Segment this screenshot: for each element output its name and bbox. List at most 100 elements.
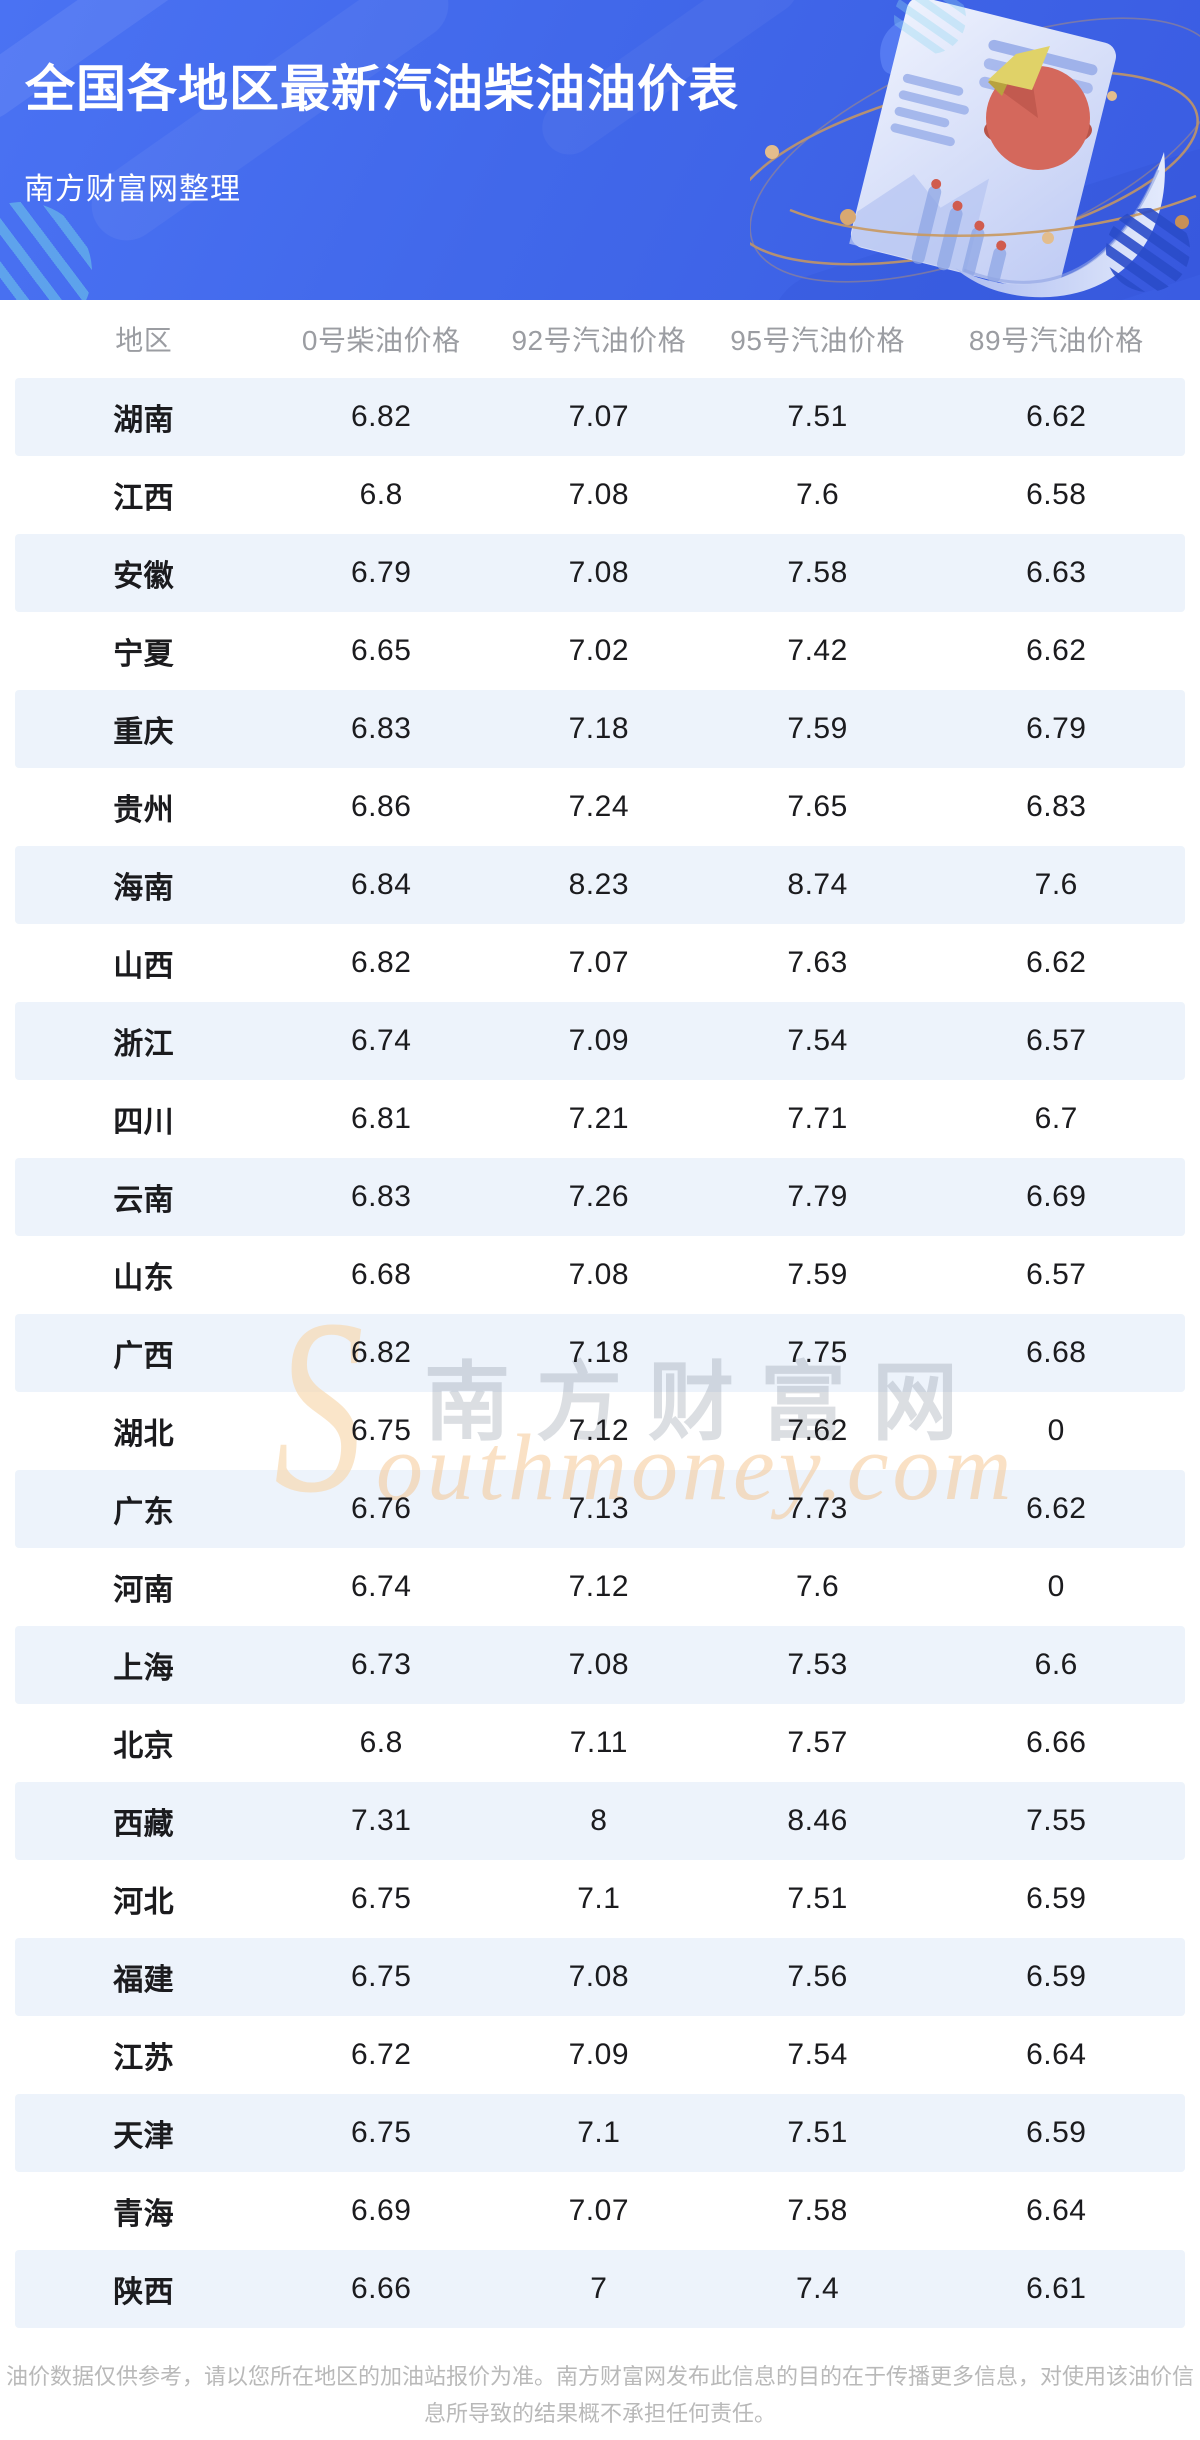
price-cell: 6.66 xyxy=(1026,1726,1087,1759)
table-row: 湖南 6.82 7.07 7.51 6.62 xyxy=(15,378,1185,456)
region-cell: 海南 xyxy=(113,872,175,905)
price-cell: 7.02 xyxy=(568,634,629,667)
price-cell: 7.07 xyxy=(568,400,629,433)
price-cell: 7.08 xyxy=(568,1648,629,1681)
price-cell: 6.79 xyxy=(1026,712,1087,745)
price-cell: 7.59 xyxy=(787,1258,848,1291)
table-row: 河南 6.74 7.12 7.6 0 xyxy=(15,1548,1185,1626)
price-cell: 6.62 xyxy=(1026,946,1087,979)
price-cell: 7.51 xyxy=(787,1882,848,1915)
price-cell: 7.09 xyxy=(568,2038,629,2071)
price-cell: 6.75 xyxy=(351,2116,412,2149)
region-cell: 湖南 xyxy=(113,404,175,437)
price-cell: 7.59 xyxy=(787,712,848,745)
striped-circle-light xyxy=(894,0,966,54)
table-row: 天津 6.75 7.1 7.51 6.59 xyxy=(15,2094,1185,2172)
price-cell: 7.63 xyxy=(787,946,848,979)
price-cell: 6.8 xyxy=(359,1726,403,1759)
price-cell: 6.66 xyxy=(351,2272,412,2305)
price-cell: 7.55 xyxy=(1026,1804,1087,1837)
region-cell: 四川 xyxy=(113,1106,175,1139)
region-cell: 广东 xyxy=(113,1496,175,1529)
price-cell: 6.6 xyxy=(1034,1648,1078,1681)
price-cell: 7.56 xyxy=(787,1960,848,1993)
region-cell: 重庆 xyxy=(113,716,175,749)
price-cell: 6.8 xyxy=(359,478,403,511)
price-cell: 7.1 xyxy=(577,1882,621,1915)
table-row: 湖北 6.75 7.12 7.62 0 xyxy=(15,1392,1185,1470)
price-cell: 6.83 xyxy=(351,712,412,745)
table-row: 四川 6.81 7.21 7.71 6.7 xyxy=(15,1080,1185,1158)
table-row: 云南 6.83 7.26 7.79 6.69 xyxy=(15,1158,1185,1236)
region-cell: 陕西 xyxy=(113,2276,175,2309)
price-cell: 8.74 xyxy=(787,868,848,901)
price-cell: 7.13 xyxy=(568,1492,629,1525)
region-cell: 贵州 xyxy=(113,794,175,827)
price-cell: 6.69 xyxy=(351,2194,412,2227)
page-curl xyxy=(955,152,1165,298)
price-cell: 7.4 xyxy=(795,2272,840,2305)
price-cell: 7.73 xyxy=(787,1492,848,1525)
price-cell: 6.57 xyxy=(1026,1024,1087,1057)
region-cell: 山西 xyxy=(113,950,175,983)
price-cell: 6.59 xyxy=(1026,2116,1087,2149)
price-cell: 7.54 xyxy=(787,2038,848,2071)
price-cell: 7.6 xyxy=(795,1570,840,1603)
table-row: 广东 6.76 7.13 7.73 6.62 xyxy=(15,1470,1185,1548)
bar-chart-bars xyxy=(911,178,1007,283)
price-cell: 7 xyxy=(590,2272,608,2305)
disclaimer-line: 息所导致的结果概不承担任何责任。 xyxy=(423,2401,776,2426)
price-cell: 6.62 xyxy=(1026,400,1087,433)
price-cell: 7.51 xyxy=(787,400,848,433)
region-cell: 河北 xyxy=(113,1886,175,1919)
region-cell: 云南 xyxy=(113,1184,175,1217)
price-cell: 6.79 xyxy=(351,556,412,589)
price-cell: 6.81 xyxy=(351,1102,412,1135)
table-row: 广西 6.82 7.18 7.75 6.68 xyxy=(15,1314,1185,1392)
price-cell: 7.18 xyxy=(568,1336,629,1369)
table-row: 青海 6.69 7.07 7.58 6.64 xyxy=(15,2172,1185,2250)
table-row: 山东 6.68 7.08 7.59 6.57 xyxy=(15,1236,1185,1314)
table-header-row: 地区 0号柴油价格 92号汽油价格 95号汽油价格 89号汽油价格 xyxy=(15,300,1185,378)
price-cell: 7.11 xyxy=(569,1726,628,1759)
column-header-diesel0: 0号柴油价格 xyxy=(301,325,461,356)
price-cell: 6.76 xyxy=(351,1492,412,1525)
price-cell: 6.57 xyxy=(1026,1258,1087,1291)
price-cell: 6.7 xyxy=(1034,1102,1078,1135)
price-cell: 6.59 xyxy=(1026,1882,1087,1915)
price-cell: 7.21 xyxy=(568,1102,629,1135)
price-cell: 6.84 xyxy=(351,868,412,901)
price-cell: 7.53 xyxy=(787,1648,848,1681)
price-cell: 7.1 xyxy=(577,2116,621,2149)
table-row: 宁夏 6.65 7.02 7.42 6.62 xyxy=(15,612,1185,690)
region-cell: 上海 xyxy=(113,1652,175,1685)
price-cell: 0 xyxy=(1047,1414,1065,1447)
region-cell: 山东 xyxy=(113,1262,175,1295)
price-cell: 6.62 xyxy=(1026,1492,1087,1525)
price-cell: 7.09 xyxy=(568,1024,629,1057)
table-row: 重庆 6.83 7.18 7.59 6.79 xyxy=(15,690,1185,768)
column-header-gas92: 92号汽油价格 xyxy=(511,325,687,356)
column-header-gas95: 95号汽油价格 xyxy=(730,325,905,356)
price-cell: 6.74 xyxy=(351,1024,412,1057)
price-cell: 7.71 xyxy=(787,1102,848,1135)
price-cell: 6.74 xyxy=(351,1570,412,1603)
price-cell: 6.73 xyxy=(351,1648,412,1681)
price-cell: 7.31 xyxy=(351,1804,412,1837)
price-cell: 6.82 xyxy=(351,1336,412,1369)
table-row: 福建 6.75 7.08 7.56 6.59 xyxy=(15,1938,1185,2016)
price-cell: 8.46 xyxy=(787,1804,848,1837)
region-cell: 安徽 xyxy=(113,560,175,593)
price-cell: 7.07 xyxy=(568,2194,629,2227)
price-cell: 7.57 xyxy=(787,1726,848,1759)
price-cell: 6.82 xyxy=(351,400,412,433)
price-cell: 7.65 xyxy=(787,790,848,823)
price-cell: 7.62 xyxy=(787,1414,848,1447)
table-body: 湖南 6.82 7.07 7.51 6.62 江西 6.8 7.08 7.6 6.58 安徽 6.79… xyxy=(0,378,1200,2328)
region-cell: 浙江 xyxy=(113,1028,175,1061)
price-cell: 7.12 xyxy=(568,1414,629,1447)
region-cell: 江苏 xyxy=(113,2042,175,2075)
price-table: 地区 0号柴油价格 92号汽油价格 95号汽油价格 89号汽油价格 湖南 6.82… xyxy=(0,300,1200,2328)
table-row: 江苏 6.72 7.09 7.54 6.64 xyxy=(15,2016,1185,2094)
price-cell: 7.08 xyxy=(568,1258,629,1291)
